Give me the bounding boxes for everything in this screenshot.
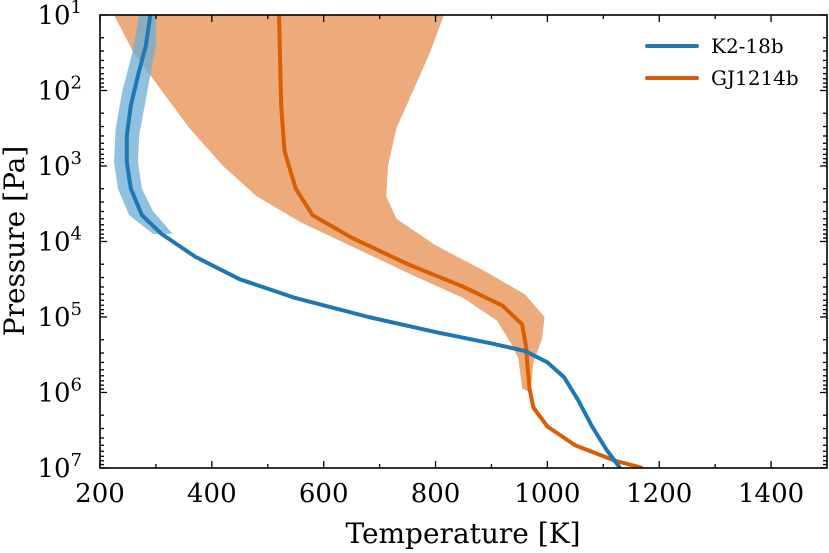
series-lines [124,15,644,468]
uncertainty-bands [114,15,545,393]
legend-label-k2-18b: K2-18b [711,34,784,58]
y-tick-label: 107 [37,450,82,484]
y-tick-label: 106 [37,375,82,409]
line-gj1214b [277,15,644,468]
y-axis-title: Pressure [Pa] [0,146,31,337]
x-axis: 200 400 600 800 1000 1200 1400 [75,15,804,509]
x-tick-label: 800 [411,479,461,509]
y-tick-label: 101 [37,0,82,31]
y-tick-label: 102 [37,73,82,107]
line-k2-18b [124,15,622,468]
x-tick-label: 400 [187,479,237,509]
x-tick-label: 600 [299,479,349,509]
band-gj1214b [114,15,545,393]
y-tick-label: 105 [37,299,82,333]
y-tick-label: 104 [37,224,82,258]
x-tick-label: 1000 [514,479,580,509]
legend: K2-18b GJ1214b [645,34,799,90]
x-axis-title: Temperature [K] [345,517,580,550]
y-tick-label: 103 [37,148,82,182]
x-tick-label: 200 [75,479,125,509]
x-tick-label: 1200 [626,479,692,509]
x-tick-label: 1400 [738,479,804,509]
legend-label-gj1214b: GJ1214b [711,66,799,90]
y-axis: 101 102 103 104 105 106 107 [37,0,827,484]
